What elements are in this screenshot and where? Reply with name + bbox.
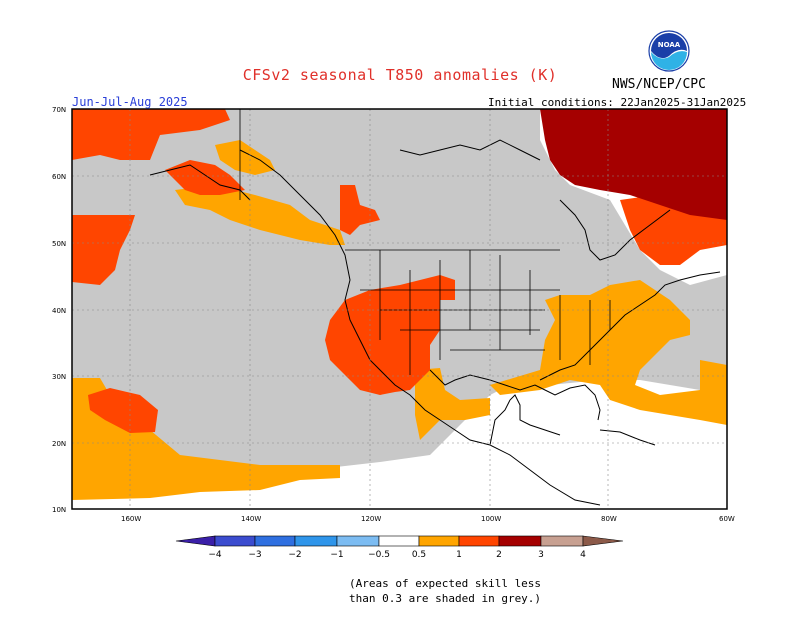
map-title: CFSv2 seasonal T850 anomalies (K): [242, 66, 558, 84]
colorbar-label: −1: [330, 550, 343, 560]
colorbar-label: −0.5: [368, 550, 390, 560]
colorbar-label: 3: [538, 550, 544, 560]
season-label: Jun-Jul-Aug 2025: [72, 95, 188, 109]
anomaly-region-northwest-pacific-red: [72, 215, 135, 285]
lon-label: 60W: [719, 515, 735, 523]
colorbar-label: 4: [580, 550, 586, 560]
noaa-logo-text: NOAA: [658, 41, 681, 49]
colorbar-label: −2: [288, 550, 301, 560]
anomaly-region-canada-darkred: [540, 109, 727, 220]
lat-label: 70N: [52, 106, 66, 114]
colorbar-label: −4: [208, 550, 222, 560]
anomaly-region-aleutian-red: [72, 109, 230, 160]
lat-label: 10N: [52, 506, 66, 514]
colorbar-swatch: [378, 535, 420, 547]
anomaly-region-mexico-orange: [415, 368, 490, 440]
lon-label: 120W: [361, 515, 381, 523]
map-frame: [71, 108, 728, 510]
colorbar-label: 2: [496, 550, 502, 560]
anomaly-region-bc-red: [340, 185, 380, 235]
skill-note: (Areas of expected skill less than 0.3 a…: [349, 577, 542, 605]
colorbar-swatch: [418, 535, 460, 547]
initial-conditions-label: Initial conditions: 22Jan2025-31Jan2025: [488, 96, 747, 109]
colorbar-swatch: [498, 535, 542, 547]
anomaly-region-north-pacific-orange: [175, 185, 345, 245]
lat-label: 20N: [52, 440, 66, 448]
colorbar-swatch: [294, 535, 338, 547]
anomaly-region-east-us-orange: [490, 280, 727, 425]
colorbar-label: 0.5: [412, 550, 426, 560]
colorbar-swatch: [458, 535, 500, 547]
organization-label: NWS/NCEP/CPC: [612, 77, 706, 92]
graticule: [72, 109, 727, 509]
lat-label: 40N: [52, 307, 66, 315]
noaa-logo-icon: NOAA: [648, 30, 690, 72]
colorbar-label: −3: [248, 550, 261, 560]
anomaly-region-west-us-red: [325, 275, 455, 395]
lat-label: 30N: [52, 373, 66, 381]
lon-label: 80W: [601, 515, 617, 523]
colorbar-swatch: [582, 535, 624, 547]
colorbar-swatch: [540, 535, 584, 547]
anomaly-region-alaska-orange: [215, 140, 275, 175]
colorbar-swatch: [214, 535, 256, 547]
anomaly-region-hawaii-red: [88, 388, 158, 433]
colorbar: [175, 535, 624, 547]
lon-label: 140W: [241, 515, 261, 523]
lat-label: 50N: [52, 240, 66, 248]
colorbar-swatch: [254, 535, 296, 547]
lon-label: 160W: [121, 515, 141, 523]
colorbar-swatch: [175, 535, 216, 547]
colorbar-label: 1: [456, 550, 462, 560]
lon-label: 100W: [481, 515, 501, 523]
lat-label: 60N: [52, 173, 66, 181]
colorbar-swatch: [336, 535, 380, 547]
